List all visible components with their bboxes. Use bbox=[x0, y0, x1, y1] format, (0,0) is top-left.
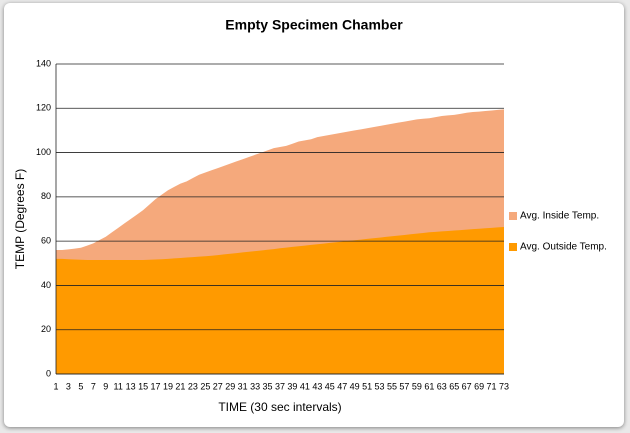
x-tick-label: 27 bbox=[213, 381, 223, 391]
x-tick-label: 15 bbox=[138, 381, 148, 391]
x-tick-label: 1 bbox=[53, 381, 58, 391]
x-tick-label: 7 bbox=[91, 381, 96, 391]
x-tick-label: 53 bbox=[375, 381, 385, 391]
x-tick-label: 43 bbox=[312, 381, 322, 391]
x-tick-label: 25 bbox=[200, 381, 210, 391]
y-tick-label: 80 bbox=[41, 191, 51, 201]
x-tick-label: 69 bbox=[474, 381, 484, 391]
legend-swatch bbox=[509, 212, 517, 220]
x-tick-label: 47 bbox=[337, 381, 347, 391]
x-tick-label: 33 bbox=[250, 381, 260, 391]
x-tick-label: 29 bbox=[225, 381, 235, 391]
legend-label: Avg. Outside Temp. bbox=[520, 242, 607, 253]
x-tick-label: 57 bbox=[399, 381, 409, 391]
x-tick-label: 11 bbox=[114, 381, 123, 391]
y-tick-label: 60 bbox=[41, 236, 51, 246]
x-tick-label: 3 bbox=[66, 381, 71, 391]
x-tick-label: 9 bbox=[103, 381, 108, 391]
x-tick-label: 59 bbox=[412, 381, 422, 391]
x-tick-label: 65 bbox=[449, 381, 459, 391]
x-tick-label: 67 bbox=[462, 381, 472, 391]
legend-label: Avg. Inside Temp. bbox=[520, 211, 599, 222]
x-tick-label: 17 bbox=[151, 381, 161, 391]
legend-swatch bbox=[509, 243, 517, 251]
x-tick-label: 41 bbox=[300, 381, 310, 391]
x-tick-label: 45 bbox=[325, 381, 335, 391]
x-tick-label: 39 bbox=[287, 381, 297, 391]
x-tick-label: 23 bbox=[188, 381, 198, 391]
y-axis-label: TEMP (Degrees F) bbox=[13, 169, 27, 269]
x-tick-label: 49 bbox=[350, 381, 360, 391]
y-tick-label: 120 bbox=[36, 103, 51, 113]
y-tick-label: 20 bbox=[41, 324, 51, 334]
x-tick-label: 55 bbox=[387, 381, 397, 391]
x-tick-label: 37 bbox=[275, 381, 285, 391]
x-tick-label: 51 bbox=[362, 381, 372, 391]
x-tick-label: 61 bbox=[424, 381, 434, 391]
area bbox=[56, 226, 504, 374]
x-tick-label: 31 bbox=[238, 381, 248, 391]
y-tick-label: 40 bbox=[41, 280, 51, 290]
x-tick-label: 13 bbox=[126, 381, 136, 391]
x-tick-label: 21 bbox=[175, 381, 185, 391]
x-tick-label: 5 bbox=[78, 381, 83, 391]
x-tick-label: 63 bbox=[437, 381, 447, 391]
chart-title: Empty Specimen Chamber bbox=[225, 17, 403, 33]
x-tick-label: 35 bbox=[263, 381, 273, 391]
x-tick-label: 19 bbox=[163, 381, 173, 391]
y-tick-label: 140 bbox=[36, 58, 51, 68]
y-tick-label: 0 bbox=[46, 368, 51, 378]
x-tick-label: 73 bbox=[499, 381, 509, 391]
x-axis-label: TIME (30 sec intervals) bbox=[218, 400, 341, 414]
y-tick-label: 100 bbox=[36, 147, 51, 157]
x-tick-label: 71 bbox=[487, 381, 497, 391]
